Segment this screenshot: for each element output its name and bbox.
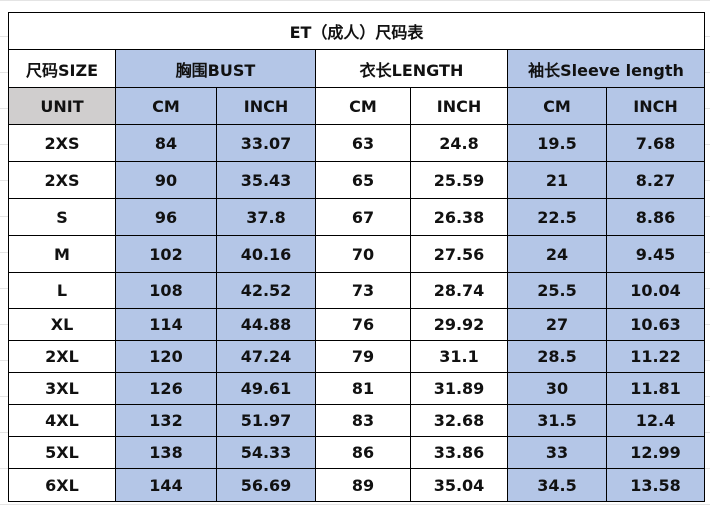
measure-cell: 44.88 [217, 309, 316, 341]
measure-cell: 67 [316, 199, 411, 236]
measure-cell: 27.56 [411, 236, 508, 273]
size-label: 2XS [8, 162, 116, 199]
measure-cell: 33.86 [411, 437, 508, 469]
column-header: 袖长Sleeve length [508, 50, 705, 88]
measure-cell: 73 [316, 273, 411, 309]
size-label: S [8, 199, 116, 236]
size-label: 4XL [8, 405, 116, 437]
measure-cell: 10.63 [607, 309, 705, 341]
measure-cell: 49.61 [217, 373, 316, 405]
measure-cell: 37.8 [217, 199, 316, 236]
measure-cell: 13.58 [607, 469, 705, 502]
measure-cell: 19.5 [508, 125, 607, 162]
measure-cell: 70 [316, 236, 411, 273]
size-label: XL [8, 309, 116, 341]
measure-cell: 65 [316, 162, 411, 199]
measure-cell: 120 [116, 341, 217, 373]
measure-cell: 8.27 [607, 162, 705, 199]
measure-cell: 28.74 [411, 273, 508, 309]
measure-cell: 108 [116, 273, 217, 309]
measure-cell: 10.04 [607, 273, 705, 309]
measure-cell: 34.5 [508, 469, 607, 502]
measure-cell: 26.38 [411, 199, 508, 236]
measure-cell: 9.45 [607, 236, 705, 273]
measure-cell: 32.68 [411, 405, 508, 437]
measure-cell: 7.68 [607, 125, 705, 162]
size-label: M [8, 236, 116, 273]
measure-cell: 12.4 [607, 405, 705, 437]
size-label: 6XL [8, 469, 116, 502]
measure-cell: 76 [316, 309, 411, 341]
measure-cell: 11.81 [607, 373, 705, 405]
measure-cell: 63 [316, 125, 411, 162]
measure-cell: 56.69 [217, 469, 316, 502]
size-label: L [8, 273, 116, 309]
unit-header: CM [508, 88, 607, 125]
size-label: 2XL [8, 341, 116, 373]
measure-cell: 25.59 [411, 162, 508, 199]
size-label: 3XL [8, 373, 116, 405]
measure-cell: 102 [116, 236, 217, 273]
measure-cell: 33.07 [217, 125, 316, 162]
measure-cell: 30 [508, 373, 607, 405]
measure-cell: 33 [508, 437, 607, 469]
size-label: 2XS [8, 125, 116, 162]
measure-cell: 31.5 [508, 405, 607, 437]
measure-cell: 31.89 [411, 373, 508, 405]
measure-cell: 42.52 [217, 273, 316, 309]
measure-cell: 22.5 [508, 199, 607, 236]
measure-cell: 138 [116, 437, 217, 469]
measure-cell: 54.33 [217, 437, 316, 469]
measure-cell: 126 [116, 373, 217, 405]
measure-cell: 8.86 [607, 199, 705, 236]
measure-cell: 11.22 [607, 341, 705, 373]
measure-cell: 90 [116, 162, 217, 199]
unit-header: INCH [411, 88, 508, 125]
measure-cell: 28.5 [508, 341, 607, 373]
size-label: 5XL [8, 437, 116, 469]
unit-header: INCH [607, 88, 705, 125]
measure-cell: 35.43 [217, 162, 316, 199]
measure-cell: 144 [116, 469, 217, 502]
measure-cell: 31.1 [411, 341, 508, 373]
measure-cell: 29.92 [411, 309, 508, 341]
measure-cell: 79 [316, 341, 411, 373]
measure-cell: 84 [116, 125, 217, 162]
measure-cell: 96 [116, 199, 217, 236]
unit-header: INCH [217, 88, 316, 125]
measure-cell: 12.99 [607, 437, 705, 469]
measure-cell: 25.5 [508, 273, 607, 309]
measure-cell: 40.16 [217, 236, 316, 273]
measure-cell: 21 [508, 162, 607, 199]
measure-cell: 83 [316, 405, 411, 437]
measure-cell: 86 [316, 437, 411, 469]
unit-header: UNIT [8, 88, 116, 125]
measure-cell: 89 [316, 469, 411, 502]
measure-cell: 51.97 [217, 405, 316, 437]
unit-header: CM [116, 88, 217, 125]
measure-cell: 114 [116, 309, 217, 341]
column-header: 衣长LENGTH [316, 50, 508, 88]
measure-cell: 81 [316, 373, 411, 405]
measure-cell: 35.04 [411, 469, 508, 502]
measure-cell: 132 [116, 405, 217, 437]
measure-cell: 47.24 [217, 341, 316, 373]
table-title: ET（成人）尺码表 [8, 12, 705, 50]
measure-cell: 27 [508, 309, 607, 341]
measure-cell: 24.8 [411, 125, 508, 162]
measure-cell: 24 [508, 236, 607, 273]
column-header: 胸围BUST [116, 50, 316, 88]
column-header: 尺码SIZE [8, 50, 116, 88]
unit-header: CM [316, 88, 411, 125]
